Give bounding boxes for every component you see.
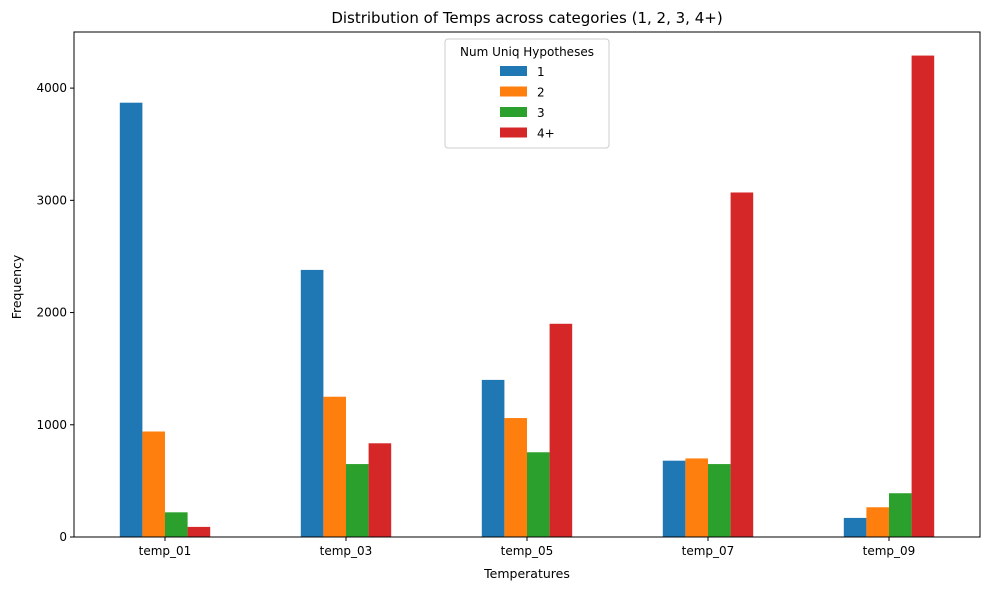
- y-axis-title: Frequency: [9, 254, 24, 319]
- bar-temp_01-series-4+: [187, 526, 211, 537]
- y-tick-label: 1000: [36, 418, 67, 432]
- legend-label-4+: 4+: [537, 127, 555, 141]
- x-tick-label: temp_01: [139, 544, 192, 558]
- bar-temp_07-series-2: [685, 458, 708, 537]
- legend-label-1: 1: [537, 65, 545, 79]
- legend-swatch-1: [500, 66, 527, 76]
- x-axis-title: Temperatures: [483, 566, 570, 581]
- x-tick-label: temp_09: [863, 544, 916, 558]
- legend-label-2: 2: [537, 86, 545, 100]
- bars-layer: [119, 55, 935, 538]
- bar-temp_07-series-1: [662, 460, 686, 537]
- axes-layer: 0 1000 2000 3000 4000 temp_01 temp_03 temp_05 te…: [36, 31, 981, 558]
- bar-temp_03-series-2: [323, 396, 346, 537]
- bar-temp_09-series-3: [889, 493, 912, 537]
- x-tick-label: temp_07: [682, 544, 735, 558]
- bar-temp_05-series-2: [504, 418, 527, 537]
- bar-temp_03-series-1: [300, 269, 324, 537]
- y-tick-label: 0: [59, 530, 67, 544]
- legend-label-3: 3: [537, 106, 545, 120]
- y-tick-label: 3000: [36, 193, 67, 207]
- bar-temp_09-series-1: [843, 517, 867, 537]
- bar-temp_03-series-4+: [368, 443, 392, 537]
- bar-temp_05-series-3: [527, 452, 550, 537]
- chart-title: Distribution of Temps across categories …: [331, 9, 722, 27]
- legend-swatch-2: [500, 86, 527, 97]
- legend-swatch-4+: [500, 127, 527, 138]
- x-tick-label: temp_03: [320, 544, 373, 558]
- bar-temp_01-series-1: [119, 102, 143, 537]
- x-tick-label: temp_05: [501, 544, 554, 558]
- bar-temp_05-series-1: [481, 379, 505, 537]
- bar-temp_01-series-2: [142, 431, 165, 537]
- y-tick-label: 4000: [36, 81, 67, 95]
- legend-swatch-3: [500, 107, 527, 117]
- bar-temp_09-series-2: [866, 507, 889, 537]
- bar-temp_03-series-3: [346, 464, 369, 537]
- bar-temp_07-series-3: [708, 464, 731, 537]
- bar-temp_05-series-4+: [549, 323, 573, 537]
- legend: Num Uniq Hypotheses 1 2 3 4+: [444, 38, 610, 149]
- bar-temp_09-series-4+: [911, 55, 935, 537]
- bar-temp_07-series-4+: [730, 192, 754, 538]
- legend-title: Num Uniq Hypotheses: [460, 45, 594, 59]
- y-tick-label: 2000: [36, 306, 67, 320]
- bar-temp_01-series-3: [165, 512, 188, 537]
